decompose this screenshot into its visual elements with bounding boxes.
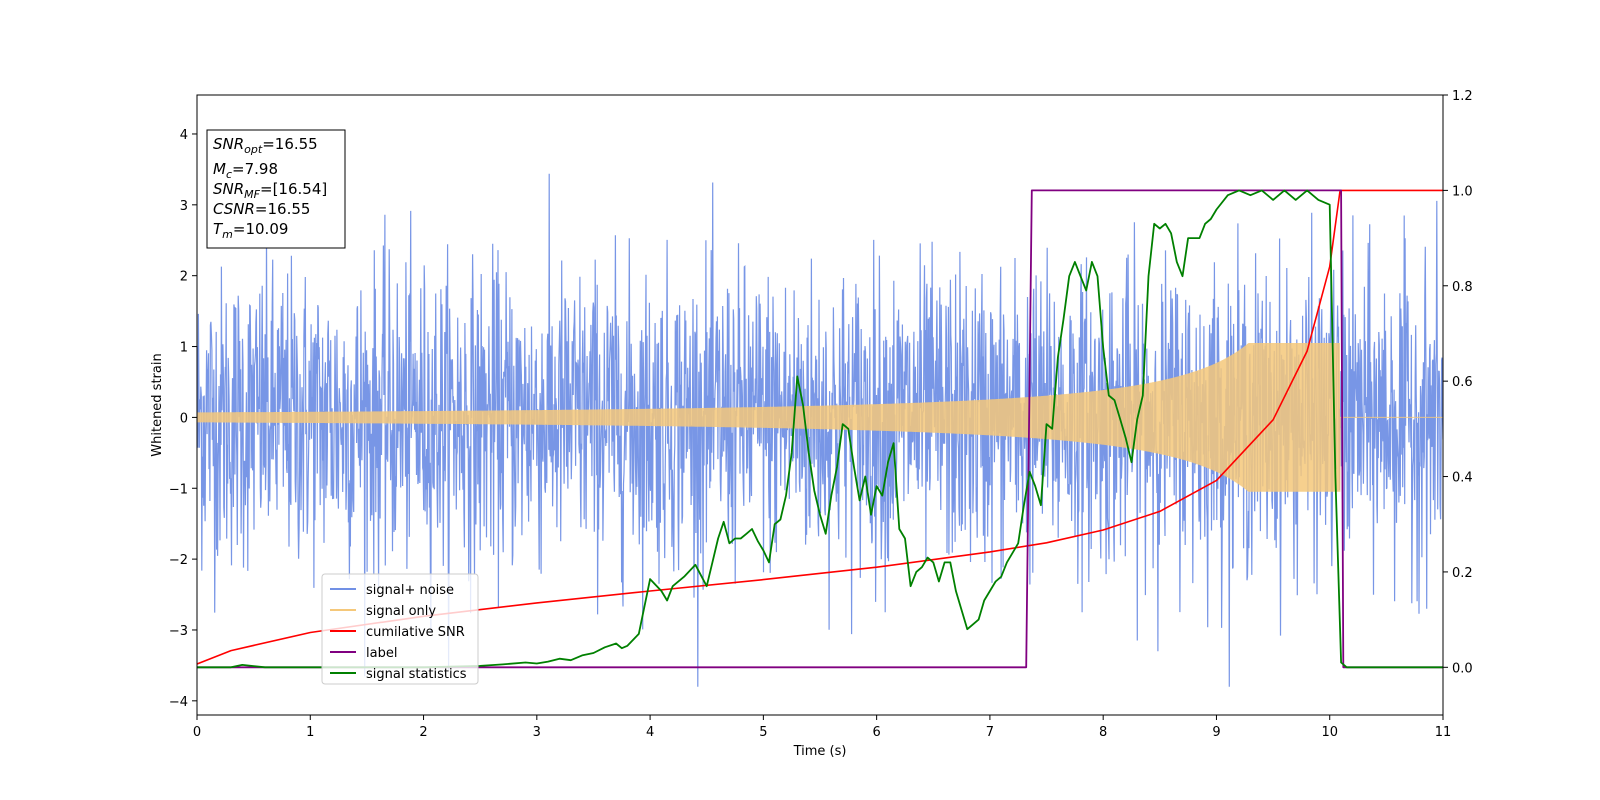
y-left-tick-label: 2	[180, 270, 188, 285]
y-left-tick-label: −3	[169, 624, 188, 639]
info-box: SNRopt=16.55 Mc=7.98SNRMF=[16.54]CSNR=16.…	[206, 129, 346, 249]
info-box-line: SNRMF=[16.54]	[213, 180, 327, 201]
x-tick-label: 7	[986, 725, 994, 740]
y-right-tick-label: 0.4	[1452, 471, 1473, 486]
y-left-tick-label: −1	[169, 482, 188, 497]
y-right-tick-label: 0.8	[1452, 280, 1473, 295]
x-tick-label: 10	[1321, 725, 1338, 740]
x-tick-label: 9	[1212, 725, 1220, 740]
info-box-line: Mc=7.98	[213, 160, 278, 181]
series-signal-only-line	[197, 342, 1443, 492]
legend-entry-label: signal statistics	[366, 667, 467, 682]
y-right-tick-label: 0.6	[1452, 375, 1473, 390]
info-box-line: SNRopt=16.55	[213, 135, 318, 156]
legend-frame	[321, 573, 479, 685]
x-tick-label: 2	[419, 725, 427, 740]
legend-entry-label: signal+ noise	[366, 583, 454, 598]
x-tick-label: 1	[306, 725, 314, 740]
x-tick-label: 0	[193, 725, 201, 740]
legend-entry-label: label	[366, 646, 397, 661]
x-axis-ticks: 0 1 2 3 4 5 6 7 8 9 10 11	[193, 715, 1451, 740]
y-left-tick-label: −2	[169, 553, 188, 568]
axes-frame	[196, 94, 1444, 716]
x-tick-label: 11	[1435, 725, 1452, 740]
x-tick-label: 8	[1099, 725, 1107, 740]
x-axis-label: Time (s)	[793, 744, 847, 759]
y-left-axis-ticks: −4 −3 −2 −1 0 1 2 3 4	[169, 128, 197, 710]
info-box-line: Tm=10.09	[213, 220, 288, 241]
y-left-tick-label: 1	[180, 341, 188, 356]
x-tick-label: 6	[872, 725, 880, 740]
y-axis-label: Whitened strain	[150, 353, 165, 456]
y-right-tick-label: 0.0	[1452, 661, 1473, 676]
x-tick-label: 5	[759, 725, 767, 740]
x-tick-label: 4	[646, 725, 654, 740]
y-left-tick-label: 4	[180, 128, 188, 143]
y-left-tick-label: 3	[180, 199, 188, 214]
y-left-tick-label: 0	[180, 411, 188, 426]
x-tick-label: 3	[533, 725, 541, 740]
legend-entry-label: cumilative SNR	[366, 625, 465, 640]
y-right-axis-ticks: 0.0 0.2 0.4 0.6 0.8 1.0 1.2	[1443, 89, 1473, 676]
y-right-tick-label: 0.2	[1452, 566, 1473, 581]
legend-entry-label: signal only	[366, 604, 436, 619]
y-right-tick-label: 1.0	[1452, 184, 1473, 199]
y-left-tick-label: −4	[169, 695, 188, 710]
y-right-tick-label: 1.2	[1452, 89, 1473, 104]
legend: signal+ noise signal only cumilative SNR la…	[321, 573, 479, 685]
info-box-frame	[206, 129, 346, 249]
series-signal-statistics-line	[197, 189, 1443, 669]
info-box-line: CSNR=16.55	[213, 200, 310, 218]
